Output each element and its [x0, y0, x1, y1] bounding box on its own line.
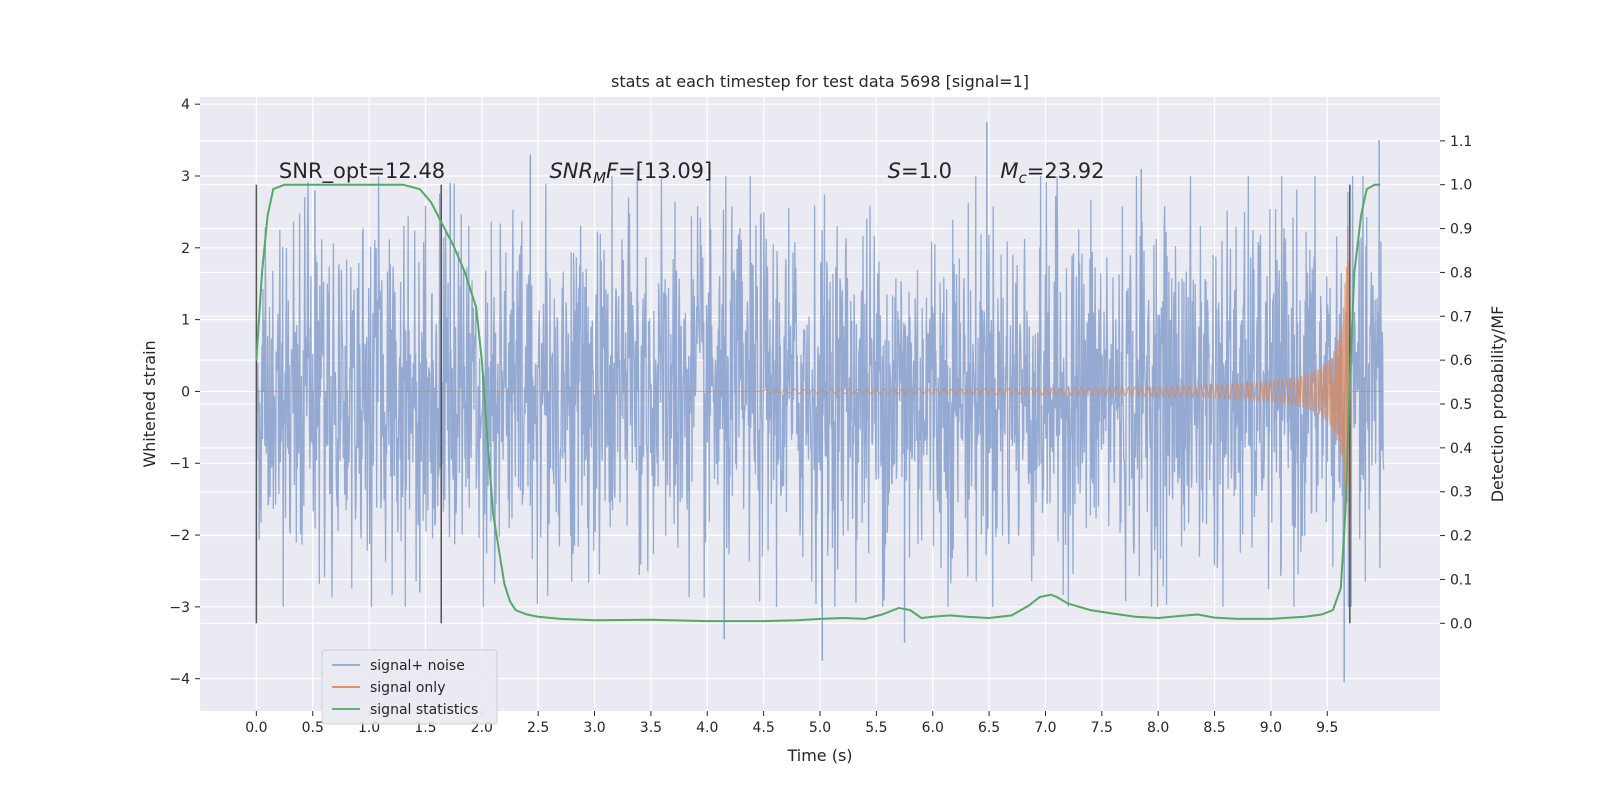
y2-tick-label: 0.0 [1450, 616, 1472, 632]
y2-tick-label: 1.1 [1450, 134, 1472, 150]
chart-title: stats at each timestep for test data 569… [611, 72, 1029, 91]
x-axis-label: Time (s) [786, 746, 852, 765]
x-tick-label: 0.5 [302, 720, 324, 736]
y2-tick-label: 0.9 [1450, 222, 1472, 238]
legend-label-signal-statistics: signal statistics [370, 702, 478, 718]
annotation-mc: Mc=23.92 [1000, 159, 1104, 187]
y2-tick-label: 0.2 [1450, 529, 1472, 545]
x-tick-label: 4.0 [696, 720, 718, 736]
y-tick-label: −4 [169, 672, 190, 688]
y-tick-label: −3 [169, 600, 190, 616]
y2-axis-label: Detection probability/MF [1488, 306, 1507, 503]
x-tick-label: 4.5 [753, 720, 775, 736]
x-tick-label: 3.5 [640, 720, 662, 736]
y2-tick-label: 0.6 [1450, 353, 1472, 369]
y2-tick-label: 0.3 [1450, 485, 1472, 501]
x-tick-label: 2.5 [527, 720, 549, 736]
y-tick-label: 3 [181, 169, 190, 185]
y-tick-label: −1 [169, 456, 190, 472]
x-tick-label: 6.0 [922, 720, 944, 736]
signal-noise-line [255, 175, 1385, 607]
y-tick-label: 0 [181, 384, 190, 400]
x-tick-label: 7.0 [1034, 720, 1056, 736]
y2-axis-ticks: 0.0 0.1 0.2 0.3 0.4 0.5 0.6 0.7 0.8 0.9 1.0 1.1 [1440, 134, 1472, 632]
x-tick-label: 9.0 [1260, 720, 1282, 736]
x-tick-label: 8.5 [1203, 720, 1225, 736]
y2-tick-label: 1.0 [1450, 178, 1472, 194]
series-signal-statistics [255, 183, 1381, 623]
legend-label-signal-noise: signal+ noise [370, 658, 465, 674]
annotation-snr-mf: SNRMF=[13.09] [549, 159, 712, 187]
legend: signal+ noise signal only signal statist… [321, 649, 498, 725]
x-tick-label: 5.5 [865, 720, 887, 736]
x-tick-label: 8.0 [1147, 720, 1169, 736]
annotation-s: S=1.0 [888, 159, 952, 183]
x-tick-label: 6.5 [978, 720, 1000, 736]
y2-tick-label: 0.7 [1450, 309, 1472, 325]
y-axis-ticks: −4 −3 −2 −1 0 1 2 3 4 [169, 97, 200, 688]
x-tick-label: 0.0 [245, 720, 267, 736]
y2-tick-label: 0.1 [1450, 572, 1472, 588]
y2-tick-label: 0.8 [1450, 265, 1472, 281]
annotations: SNR_opt=12.48 SNRMF=[13.09] S=1.0 Mc=23.… [279, 159, 1105, 187]
series-signal-noise [255, 122, 1385, 683]
y-axis-label: Whitened strain [140, 340, 159, 467]
legend-box [321, 649, 498, 725]
legend-label-signal-only: signal only [370, 680, 445, 696]
x-tick-label: 7.5 [1091, 720, 1113, 736]
x-tick-label: 5.0 [809, 720, 831, 736]
y2-tick-label: 0.5 [1450, 397, 1472, 413]
signal-statistics-line [255, 183, 1381, 623]
y-tick-label: 4 [181, 97, 190, 113]
annotation-snr-opt: SNR_opt=12.48 [279, 159, 445, 184]
y-tick-label: 2 [181, 241, 190, 257]
x-tick-label: 3.0 [583, 720, 605, 736]
y2-tick-label: 0.4 [1450, 441, 1472, 457]
x-tick-label: 9.5 [1316, 720, 1338, 736]
y-tick-label: 1 [181, 313, 190, 329]
y-tick-label: −2 [169, 528, 190, 544]
